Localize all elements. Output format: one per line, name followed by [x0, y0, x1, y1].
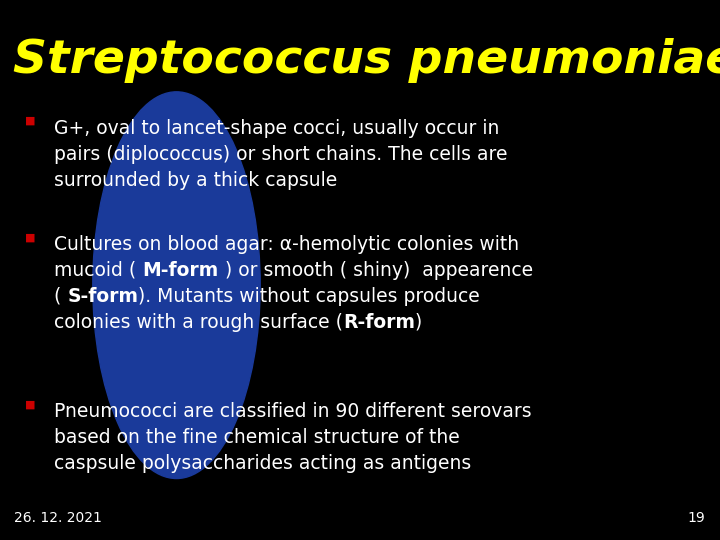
Text: S-form: S-form — [68, 287, 138, 306]
Text: Streptococcus pneumoniae: Streptococcus pneumoniae — [13, 38, 720, 83]
Text: caspsule polysaccharides acting as antigens: caspsule polysaccharides acting as antig… — [54, 454, 472, 473]
Text: ): ) — [415, 313, 422, 332]
Text: surrounded by a thick capsule: surrounded by a thick capsule — [54, 171, 337, 190]
Text: colonies with a rough surface (: colonies with a rough surface ( — [54, 313, 343, 332]
Ellipse shape — [93, 92, 260, 478]
Text: Pneumococci are classified in 90 different serovars: Pneumococci are classified in 90 differe… — [54, 402, 531, 421]
Text: based on the fine chemical structure of the: based on the fine chemical structure of … — [54, 428, 460, 447]
Text: ■: ■ — [25, 116, 36, 126]
Text: mucoid (: mucoid ( — [54, 261, 143, 280]
Text: ) or smooth ( shiny)  appearence: ) or smooth ( shiny) appearence — [218, 261, 533, 280]
Text: 19: 19 — [688, 511, 706, 525]
Text: M-form: M-form — [143, 261, 218, 280]
Text: (: ( — [54, 287, 68, 306]
Text: G+, oval to lancet-shape cocci, usually occur in: G+, oval to lancet-shape cocci, usually … — [54, 119, 500, 138]
Text: ■: ■ — [25, 232, 36, 242]
Text: Cultures on blood agar: α-hemolytic colonies with: Cultures on blood agar: α-hemolytic colo… — [54, 235, 519, 254]
Text: ■: ■ — [25, 400, 36, 410]
Text: R-form: R-form — [343, 313, 415, 332]
Text: 26. 12. 2021: 26. 12. 2021 — [14, 511, 102, 525]
Text: ). Mutants without capsules produce: ). Mutants without capsules produce — [138, 287, 480, 306]
Text: pairs (diplococcus) or short chains. The cells are: pairs (diplococcus) or short chains. The… — [54, 145, 508, 164]
